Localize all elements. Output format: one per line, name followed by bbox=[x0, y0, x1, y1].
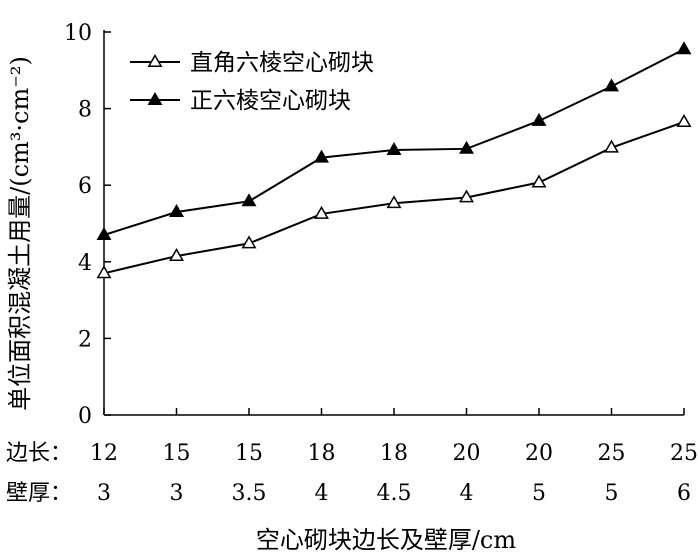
x-tick-label: 5 bbox=[605, 481, 619, 506]
x-tick-label: 4 bbox=[315, 481, 329, 506]
filled-triangle-marker bbox=[169, 204, 184, 217]
x-tick-label: 25 bbox=[670, 441, 698, 466]
x-tick-label: 4.5 bbox=[377, 481, 412, 506]
filled-triangle-marker bbox=[531, 112, 547, 126]
legend-open-triangle-icon bbox=[147, 53, 163, 67]
x-tick-label: 6 bbox=[677, 481, 691, 506]
x-tick-label: 5 bbox=[532, 481, 546, 506]
filled-triangle-marker bbox=[241, 193, 257, 207]
series-2 bbox=[96, 41, 692, 240]
legend-label: 直角六棱空心砌块 bbox=[190, 50, 374, 76]
y-tick-label: 10 bbox=[64, 21, 92, 46]
x-tick-label: 4 bbox=[460, 481, 474, 506]
x-tick-label: 25 bbox=[598, 441, 626, 466]
x-tick-label: 18 bbox=[380, 441, 408, 466]
x-tick-label: 3 bbox=[97, 481, 111, 506]
open-triangle-marker bbox=[531, 174, 547, 188]
y-tick-label: 4 bbox=[78, 251, 92, 276]
open-triangle-marker bbox=[604, 139, 619, 153]
x-tick-label: 20 bbox=[453, 441, 481, 466]
x-ticks bbox=[103, 408, 685, 415]
x-tick-label: 20 bbox=[525, 441, 553, 466]
legend-label: 正六棱空心砌块 bbox=[190, 88, 351, 114]
filled-triangle-marker bbox=[604, 78, 619, 92]
category-labels: 边长： 12 15 15 18 18 20 20 25 25 壁厚： 3 3 3.5 4 4.5 4 5 5 6 bbox=[6, 441, 698, 506]
x-tick-label: 3 bbox=[170, 481, 184, 506]
x-tick-label: 15 bbox=[235, 441, 263, 466]
x-tick-label: 18 bbox=[308, 441, 336, 466]
filled-triangle-marker bbox=[676, 41, 692, 55]
y-tick-label: 0 bbox=[78, 404, 92, 429]
filled-triangle-marker bbox=[96, 226, 112, 240]
y-ticks: 0 2 4 6 8 10 bbox=[64, 21, 111, 429]
category-row-label: 边长： bbox=[6, 441, 72, 466]
open-triangle-marker bbox=[314, 205, 329, 219]
filled-triangle-marker bbox=[314, 149, 329, 163]
y-tick-label: 8 bbox=[78, 98, 92, 123]
open-triangle-marker bbox=[676, 114, 692, 127]
category-row-label: 壁厚： bbox=[6, 481, 72, 506]
x-tick-label: 3.5 bbox=[232, 481, 267, 506]
series-1 bbox=[96, 114, 692, 279]
x-tick-label: 15 bbox=[163, 441, 191, 466]
y-axis-title: 单位面积混凝土用量/(cm³·cm⁻²) bbox=[6, 56, 34, 411]
legend-filled-triangle-icon bbox=[147, 91, 163, 105]
series-layer bbox=[96, 41, 692, 279]
y-tick-label: 2 bbox=[78, 327, 92, 352]
open-triangle-marker bbox=[386, 195, 402, 209]
open-triangle-marker bbox=[96, 265, 112, 279]
x-tick-label: 12 bbox=[90, 441, 118, 466]
filled-triangle-marker bbox=[386, 141, 402, 155]
open-triangle-marker bbox=[459, 189, 474, 203]
x-axis-title: 空心砌块边长及壁厚/cm bbox=[256, 526, 517, 554]
y-tick-label: 6 bbox=[78, 174, 92, 199]
open-triangle-marker bbox=[169, 248, 184, 262]
filled-triangle-marker bbox=[459, 140, 474, 154]
open-triangle-marker bbox=[241, 235, 257, 249]
